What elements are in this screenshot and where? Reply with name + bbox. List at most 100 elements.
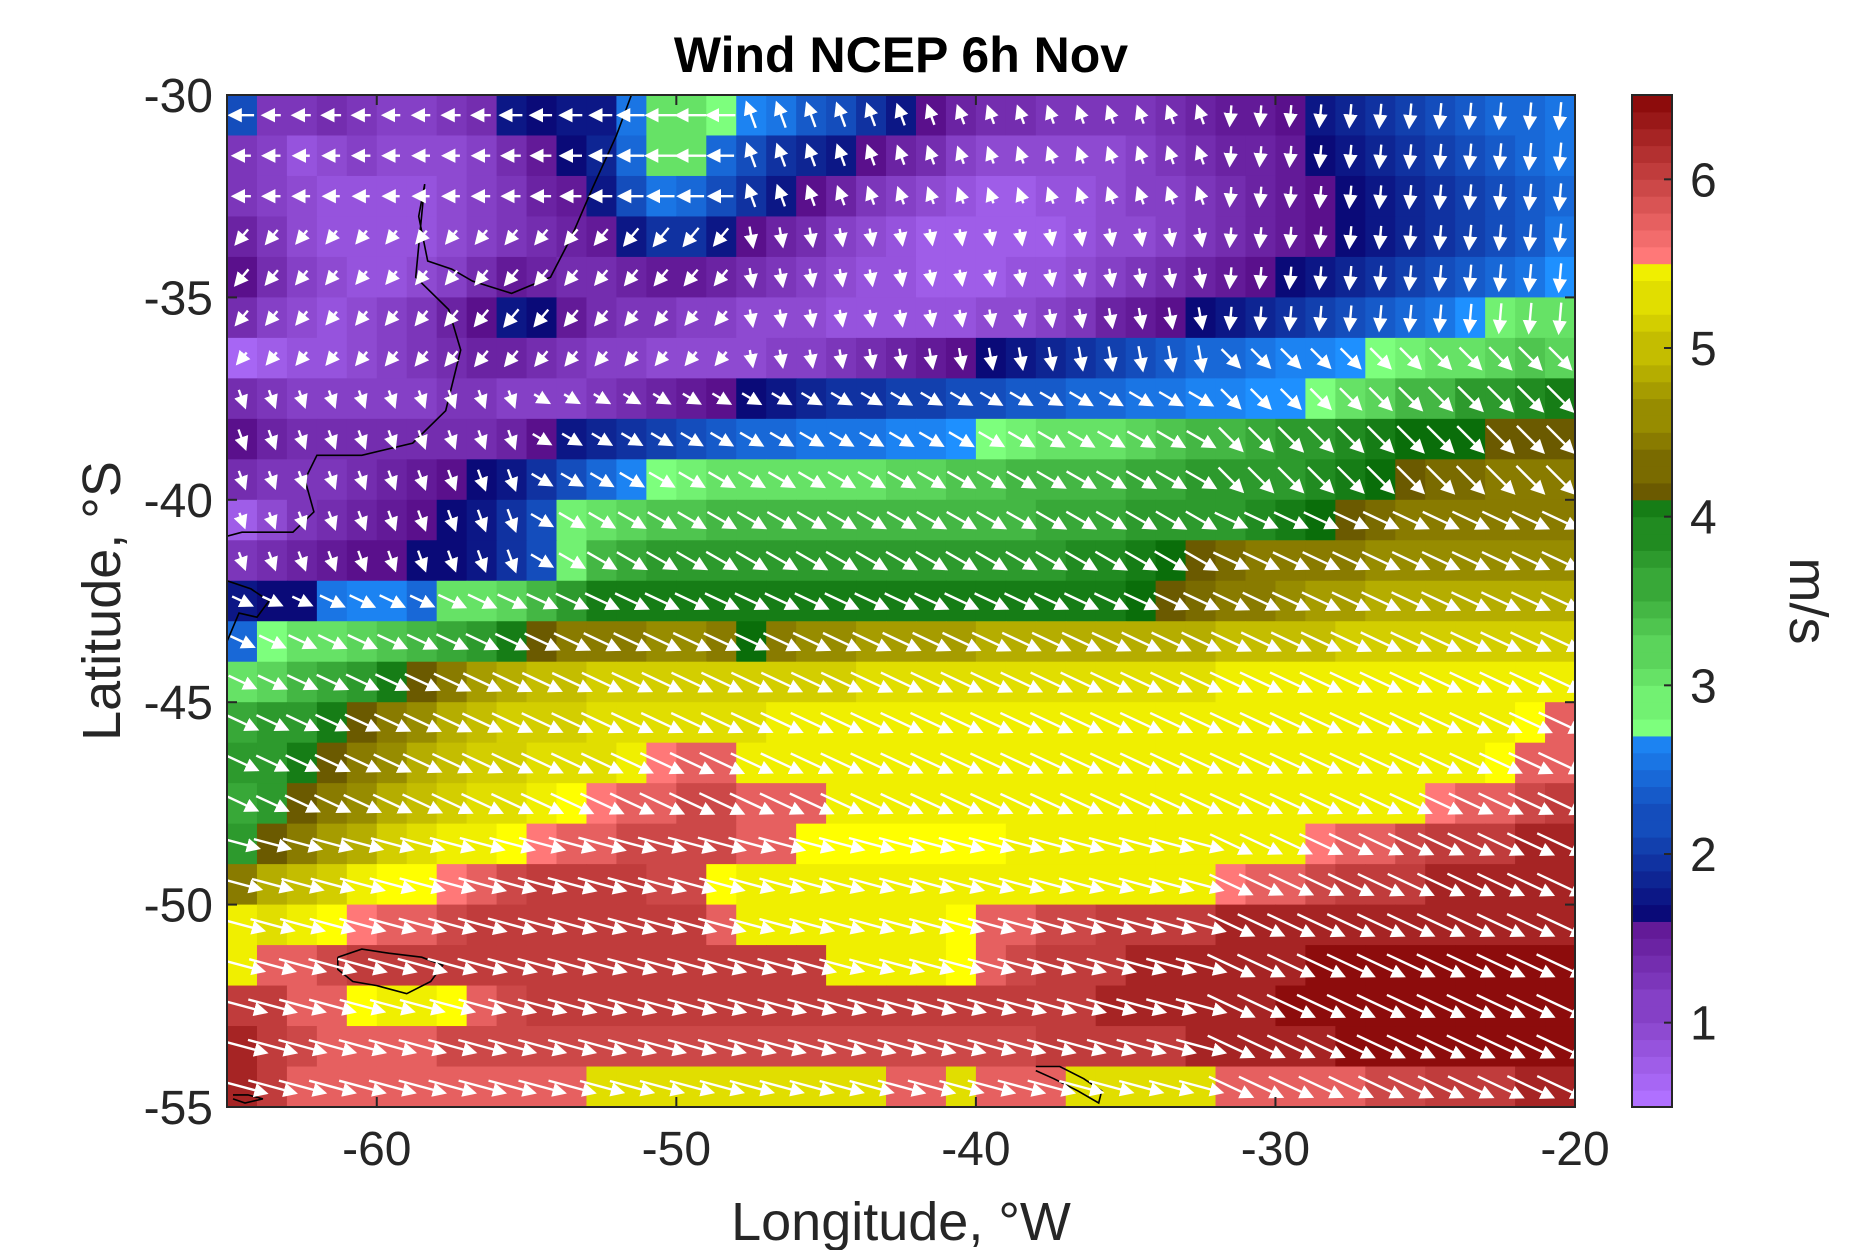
wind-speed-cell [1575,581,1606,622]
colorbar-band [1632,567,1672,585]
colorbar-band [1632,752,1672,771]
wind-vector [1283,186,1298,209]
colorbar-band [1632,617,1672,636]
colorbar-band [1632,482,1672,501]
y-tick-label: -40 [144,475,213,528]
wind-speed-cell [1575,297,1606,338]
colorbar-band [1632,955,1672,973]
colorbar-band [1632,735,1672,754]
colorbar-band [1632,415,1672,433]
y-axis-label: Latitude, °S [72,461,132,741]
wind-speed-cell [1575,338,1606,379]
colorbar-band [1632,1056,1672,1074]
colorbar-band [1632,516,1672,535]
colorbar-tick-label: 1 [1690,998,1717,1051]
colorbar-tick-label: 6 [1690,154,1717,207]
x-axis-label: Longitude, °W [731,1192,1071,1250]
plot-area [226,94,1606,1108]
colorbar-band [1632,162,1672,180]
colorbar-band [1632,246,1672,265]
wind-vector [1253,146,1268,168]
wind-speed-cell [1575,743,1606,784]
colorbar-band [1632,280,1672,298]
colorbar-band [1632,769,1672,788]
colorbar-band [1632,837,1672,855]
colorbar-band [1632,1005,1672,1024]
colorbar-band [1632,449,1672,467]
x-tick-label: -50 [642,1123,711,1176]
wind-vector [1223,186,1238,208]
wind-vector [1253,105,1268,128]
y-tick-label: -55 [144,1082,213,1135]
colorbar-band [1632,1090,1672,1108]
wind-speed-cell [1575,783,1606,824]
colorbar-band [1632,128,1672,147]
colorbar-band [1632,499,1672,518]
wind-speed-cell [1575,540,1606,581]
wind-vector [1253,186,1268,209]
wind-speed-cell [1575,500,1606,541]
wind-speed-cell [1575,1026,1606,1067]
wind-speed-cell [1575,257,1606,298]
colorbar-band [1632,938,1672,956]
wind-speed-cell [1575,621,1606,662]
colorbar-tick-label: 2 [1690,829,1717,882]
colorbar-band [1632,651,1672,669]
colorbar-band [1632,601,1672,619]
wind-speed-cells [227,95,1606,1107]
colorbar-band [1632,887,1672,906]
wind-speed-cell [1575,662,1606,703]
colorbar-band [1632,550,1672,568]
x-tick-label: -20 [1540,1123,1609,1176]
chart-title: Wind NCEP 6h Nov [674,27,1128,83]
colorbar-band [1632,263,1672,282]
wind-speed-cell [1575,945,1606,986]
colorbar: 1 2 3 4 5 6 m/s [1631,94,1838,1108]
colorbar-band [1632,870,1672,889]
wind-speed-cell [1575,135,1606,176]
colorbar-band [1632,904,1672,922]
colorbar-band [1632,533,1672,551]
wind-speed-cell [1575,702,1606,743]
colorbar-band [1632,988,1672,1007]
x-tick-label: -60 [342,1123,411,1176]
wind-vector [1223,146,1238,168]
colorbar-tick-label: 5 [1690,323,1717,376]
colorbar-band [1632,1073,1672,1091]
colorbar-band [1632,803,1672,821]
colorbar-band [1632,1022,1672,1041]
colorbar-band [1632,584,1672,602]
wind-speed-cell [1575,176,1606,217]
colorbar-band [1632,820,1672,838]
wind-vector [1253,227,1268,249]
colorbar-band [1632,196,1672,214]
colorbar-band [1632,331,1672,349]
colorbar-band [1632,668,1672,686]
colorbar-band [1632,972,1672,990]
colorbar-band [1632,432,1672,450]
y-tick-label: -30 [144,70,213,123]
y-tick-label: -50 [144,880,213,933]
wind-vector [1283,145,1298,168]
colorbar-band [1632,314,1672,332]
wind-speed-cell [1575,378,1606,419]
colorbar-tick-label: 3 [1690,660,1717,713]
colorbar-band [1632,719,1672,737]
y-tick-label: -35 [144,272,213,325]
colorbar-band [1632,111,1672,130]
colorbar-band [1632,179,1672,197]
wind-speed-cell [1575,864,1606,905]
x-tick-label: -30 [1241,1123,1310,1176]
colorbar-band [1632,634,1672,653]
wind-speed-cell [1575,986,1606,1027]
wind-vector [1223,105,1238,128]
y-tick-label: -45 [144,677,213,730]
colorbar-band [1632,702,1672,720]
colorbar-band [1632,381,1672,400]
colorbar-band [1632,398,1672,416]
wind-speed-cell [1575,419,1606,460]
wind-vector [1223,267,1238,290]
colorbar-bands [1632,95,1672,1108]
colorbar-tick-label: 4 [1690,492,1717,545]
